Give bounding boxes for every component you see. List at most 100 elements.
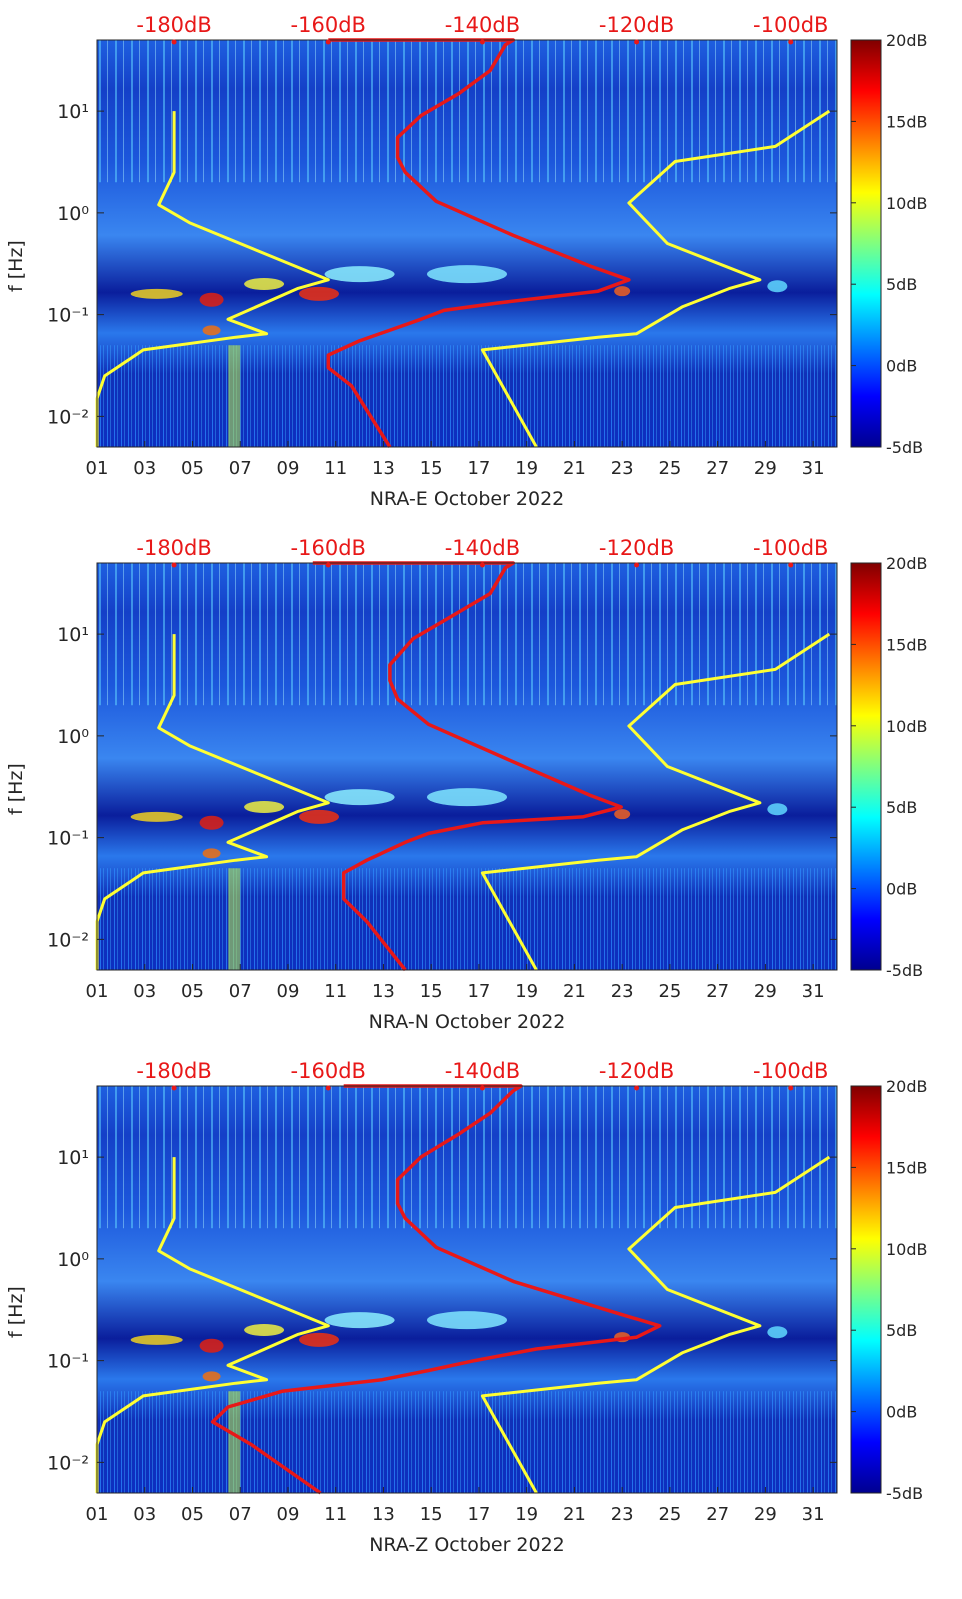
x-tick-label: 09: [277, 981, 300, 1002]
x-tick-label: 11: [324, 1504, 347, 1525]
x-tick-label: 23: [611, 458, 634, 479]
x-tick-label: 07: [229, 458, 252, 479]
x-tick-label: 07: [229, 981, 252, 1002]
x-tick-label: 15: [420, 458, 443, 479]
x-tick-label: 03: [133, 1504, 156, 1525]
top-db-tick-label: -180dB: [136, 536, 211, 560]
panel-2: 01 03 05 07 09 11 13 15 17 19 21 23 25 27 29 31 NRA-N Oc…: [5, 536, 928, 1033]
spectrogram-low-band: [97, 1391, 837, 1493]
energy-blob-3: [202, 325, 221, 336]
x-tick-label: 01: [86, 981, 109, 1002]
energy-column: [228, 1391, 241, 1493]
colorbar-tick-label: 15dB: [886, 112, 928, 131]
top-db-tick-dot: [788, 39, 794, 45]
x-tick-label: 09: [277, 458, 300, 479]
x-tick-label: 31: [802, 458, 825, 479]
series-line-1: [95, 1157, 330, 1493]
spectrogram-low-band: [97, 868, 837, 970]
top-db-tick-dot: [325, 39, 331, 45]
top-db-tick-dot: [479, 1085, 485, 1091]
colorbar-tick-label: 0dB: [886, 357, 917, 376]
series-line-1: [95, 634, 330, 970]
series-line-3: [210, 1084, 662, 1495]
y-tick-label: 10¹: [57, 1147, 89, 1169]
x-tick-label: 05: [181, 458, 204, 479]
top-db-tick-dot: [171, 39, 177, 45]
x-tick-label: 31: [802, 1504, 825, 1525]
colorbar: [850, 39, 882, 448]
x-tick-label: 03: [133, 458, 156, 479]
colorbar: [850, 1085, 882, 1494]
y-axis-label: f [Hz]: [5, 1286, 27, 1338]
energy-column: [228, 868, 241, 970]
top-db-tick-label: -160dB: [291, 536, 366, 560]
top-db-tick-label: -180dB: [136, 13, 211, 37]
energy-blob-3: [202, 848, 221, 859]
y-tick-label: 10⁰: [57, 203, 89, 225]
energy-blob-5: [244, 277, 285, 290]
x-tick-label: 19: [515, 981, 538, 1002]
x-tick-label: 23: [611, 1504, 634, 1525]
x-tick-label: 13: [372, 458, 395, 479]
energy-blob-4: [130, 811, 183, 822]
colorbar-tick-label: 10dB: [886, 1240, 928, 1259]
x-axis-label: NRA-N October 2022: [369, 1011, 566, 1033]
y-tick-label: 10⁻²: [47, 929, 89, 951]
y-axis-label: f [Hz]: [5, 240, 27, 292]
x-tick-label: 11: [324, 458, 347, 479]
plot-frame: [96, 562, 838, 971]
colorbar-tick-label: 10dB: [886, 717, 928, 736]
colorbar-tick-label: 0dB: [886, 880, 917, 899]
x-tick-label: 03: [133, 981, 156, 1002]
top-db-tick-label: -120dB: [599, 13, 674, 37]
energy-blob-9: [767, 280, 788, 293]
x-tick-label: 13: [372, 1504, 395, 1525]
y-tick-label: 10⁻¹: [47, 828, 89, 850]
top-db-tick-dot: [171, 562, 177, 568]
energy-column: [228, 345, 241, 447]
x-tick-label: 13: [372, 981, 395, 1002]
colorbar-tick-label: 5dB: [886, 275, 917, 294]
energy-blob-3: [202, 1371, 221, 1382]
spectrogram-stripes: [97, 1086, 837, 1229]
top-db-tick-label: -100dB: [753, 1059, 828, 1083]
top-db-tick-dot: [634, 562, 640, 568]
x-tick-label: 17: [467, 458, 490, 479]
top-db-tick-label: -180dB: [136, 1059, 211, 1083]
x-tick-label: 17: [467, 981, 490, 1002]
energy-blob-6: [324, 266, 395, 283]
energy-blob-5: [244, 800, 285, 813]
energy-blob-5: [244, 1323, 285, 1336]
top-db-tick-label: -120dB: [599, 1059, 674, 1083]
x-tick-label: 15: [420, 1504, 443, 1525]
energy-blob-8: [427, 788, 507, 807]
x-tick-label: 29: [754, 458, 777, 479]
top-db-tick-dot: [788, 1085, 794, 1091]
energy-blob-2: [299, 1332, 339, 1347]
colorbar-tick-label: 5dB: [886, 798, 917, 817]
spectrogram-stripes: [97, 40, 837, 183]
energy-blob-7: [614, 286, 631, 297]
series-line-2: [480, 1155, 831, 1494]
top-db-tick-label: -120dB: [599, 536, 674, 560]
y-axis-label: f [Hz]: [5, 763, 27, 815]
x-tick-label: 05: [181, 1504, 204, 1525]
colorbar-tick-label: 20dB: [886, 1077, 928, 1096]
colorbar-tick-label: -5dB: [886, 961, 923, 980]
x-tick-label: 01: [86, 1504, 109, 1525]
top-db-tick-dot: [325, 1085, 331, 1091]
x-tick-label: 27: [706, 458, 729, 479]
x-tick-label: 31: [802, 981, 825, 1002]
plot-frame: [96, 1085, 838, 1494]
x-tick-label: 07: [229, 1504, 252, 1525]
y-tick-label: 10⁰: [57, 1249, 89, 1271]
series-line-2: [480, 109, 831, 448]
colorbar-tick-label: 15dB: [886, 1158, 928, 1177]
y-tick-label: 10⁻¹: [47, 305, 89, 327]
y-tick-label: 10⁻²: [47, 1452, 89, 1474]
y-tick-label: 10¹: [57, 101, 89, 123]
series-line-2: [480, 632, 831, 971]
energy-blob-2: [299, 809, 339, 824]
spectrogram-stripes: [97, 563, 837, 706]
energy-blob-9: [767, 803, 788, 816]
